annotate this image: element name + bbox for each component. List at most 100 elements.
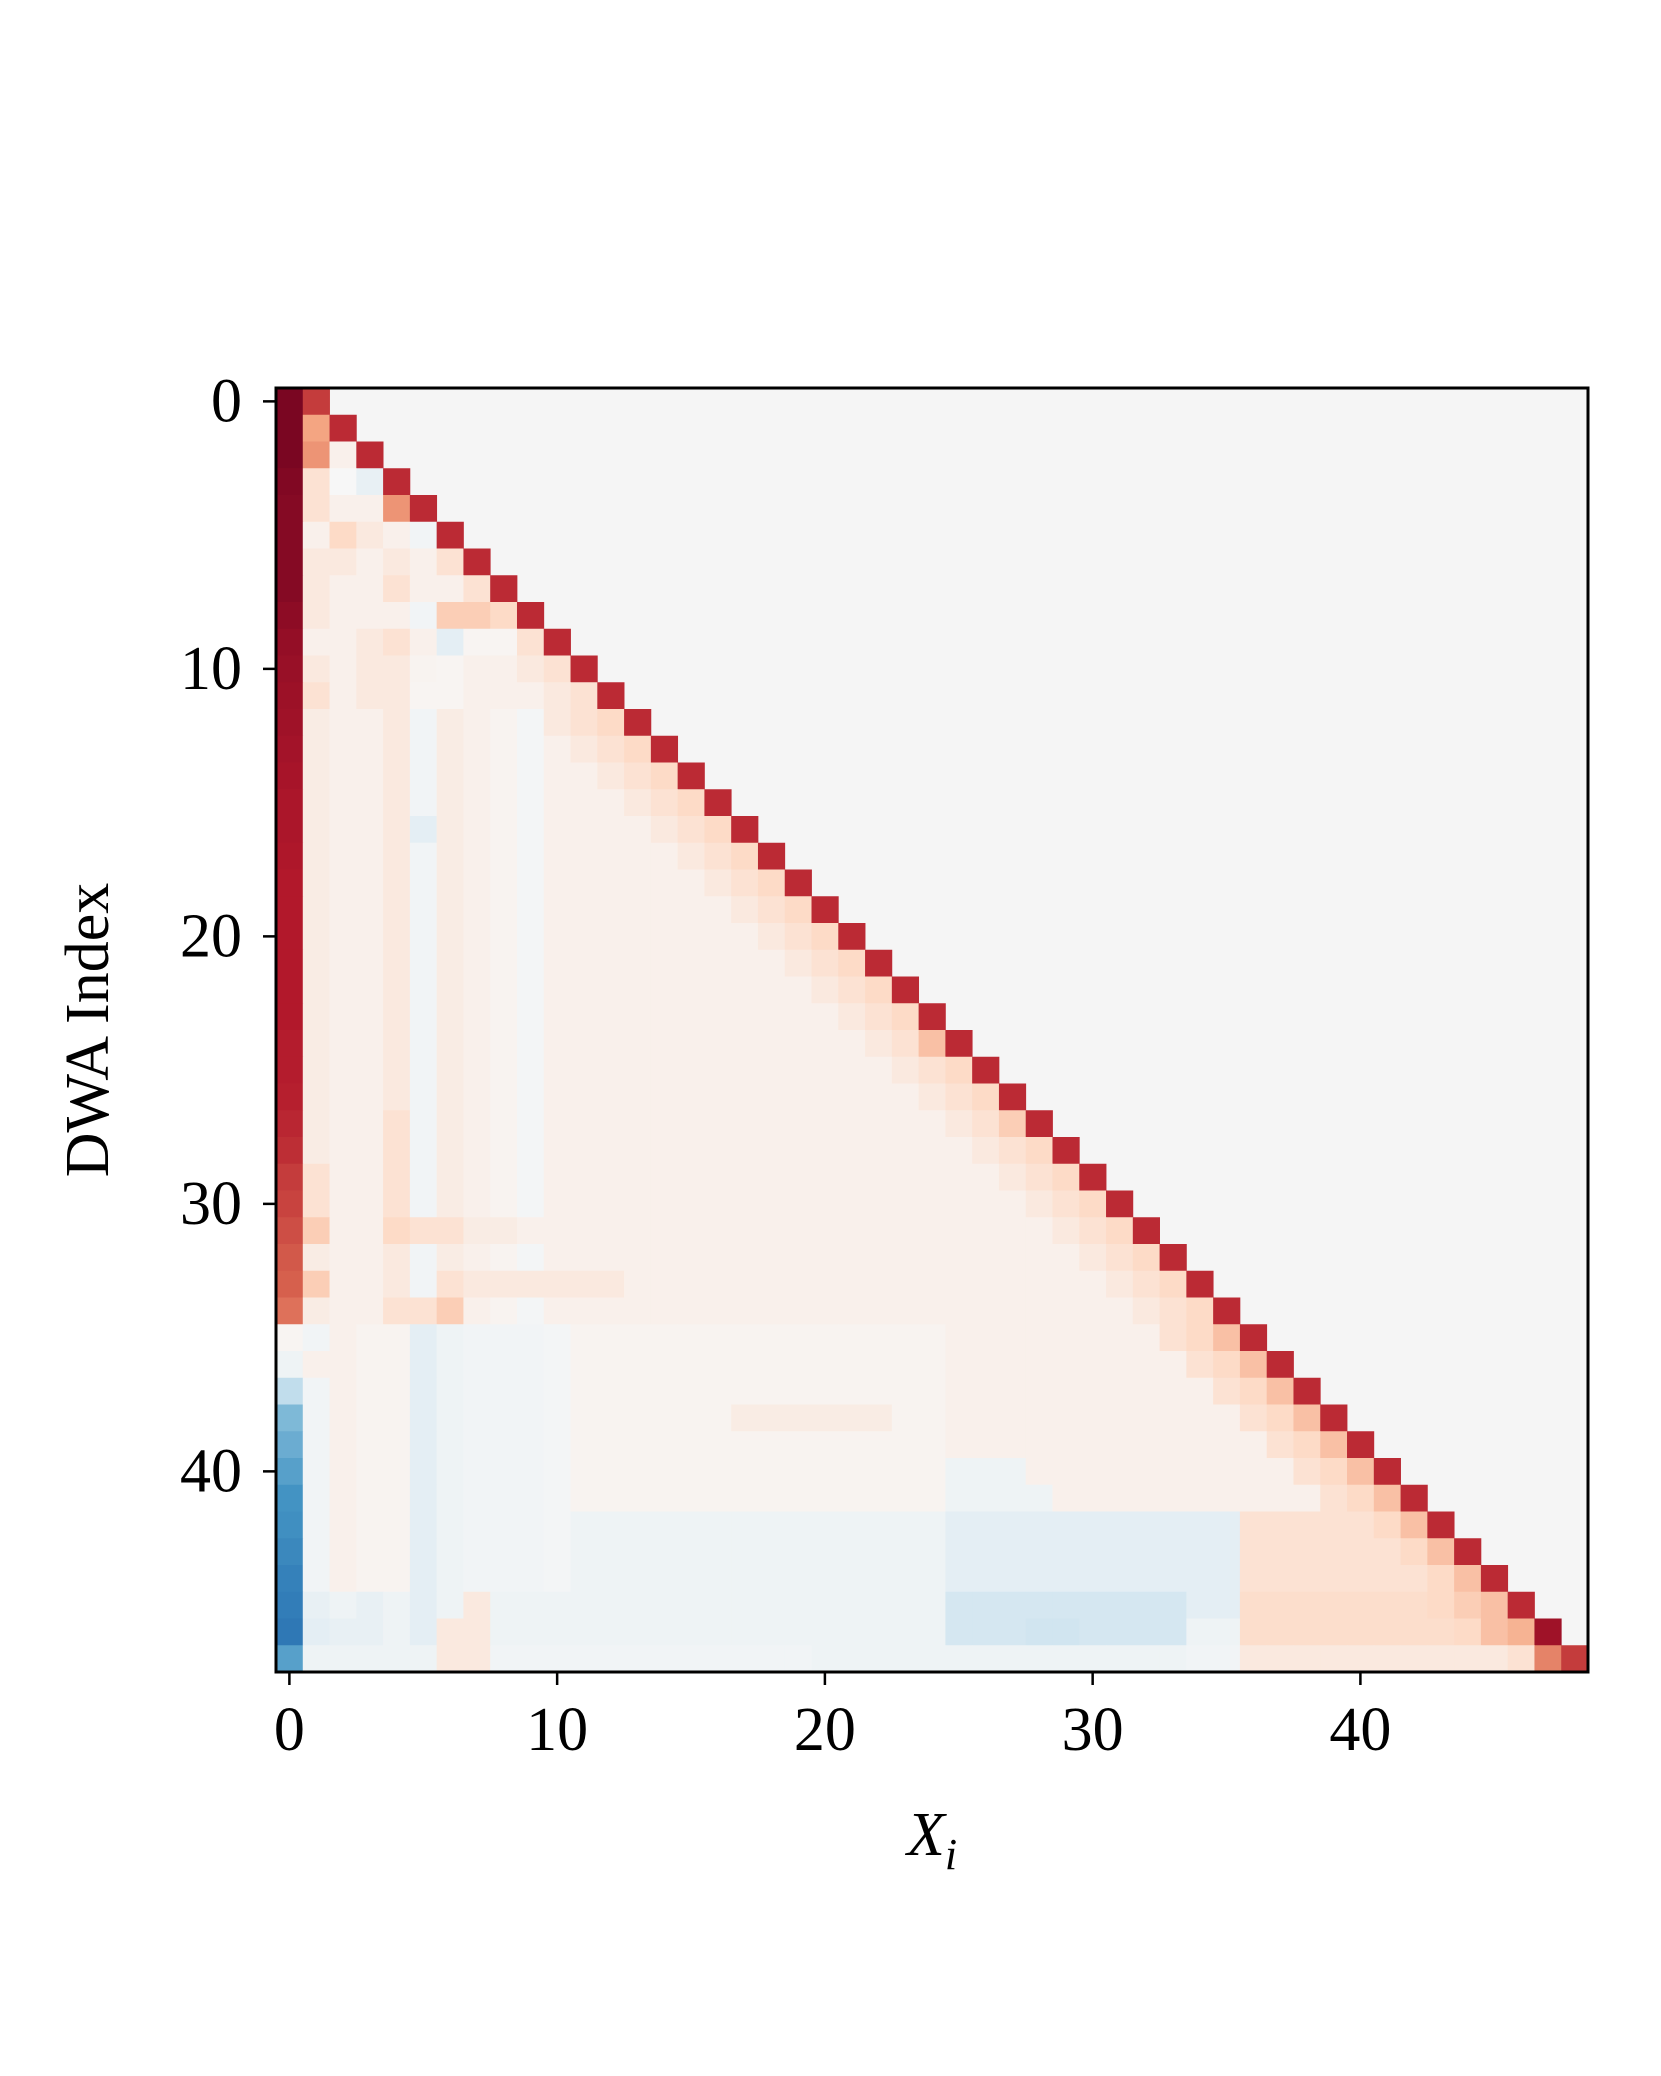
heatmap-cell	[891, 1618, 920, 1646]
heatmap-cell	[570, 1056, 598, 1084]
heatmap-cell	[302, 1270, 330, 1298]
heatmap-cell	[811, 1377, 839, 1405]
heatmap-cell	[677, 1538, 705, 1566]
heatmap-cell	[383, 1351, 411, 1379]
x-axis-label-base: X	[904, 1801, 947, 1869]
heatmap-cell	[704, 1083, 732, 1111]
heatmap-cell	[677, 976, 705, 1004]
heatmap-cell	[329, 1324, 357, 1352]
heatmap-cell	[356, 1618, 384, 1646]
heatmap-cell	[463, 1484, 491, 1512]
heatmap-cell	[1025, 1645, 1053, 1673]
heatmap-cell	[757, 1217, 786, 1245]
heatmap-cell	[329, 1003, 357, 1031]
heatmap-cell	[356, 1511, 384, 1539]
heatmap-cell	[731, 1377, 759, 1405]
heatmap-cell	[436, 1163, 464, 1191]
heatmap-cell	[1239, 1538, 1268, 1566]
heatmap-cell	[383, 1458, 411, 1486]
heatmap-cell	[1025, 1110, 1053, 1138]
heatmap-cell	[302, 575, 330, 603]
heatmap-cell	[463, 1217, 491, 1245]
heatmap-cell	[945, 1137, 973, 1165]
heatmap-cell	[784, 1511, 812, 1539]
heatmap-cell	[276, 1030, 304, 1058]
heatmap-cell	[1266, 1618, 1294, 1646]
heatmap-cell	[409, 1030, 438, 1058]
heatmap-cell	[383, 575, 411, 603]
heatmap-cell	[570, 923, 598, 951]
heatmap-cell	[1320, 1618, 1348, 1646]
heatmap-cell	[757, 1511, 786, 1539]
heatmap-cell	[409, 548, 438, 576]
heatmap-cell	[757, 1484, 786, 1512]
heatmap-cell	[650, 869, 679, 897]
heatmap-cell	[329, 896, 357, 924]
heatmap-cell	[1106, 1645, 1134, 1673]
heatmap-cell	[1239, 1618, 1268, 1646]
heatmap-cell	[1132, 1377, 1160, 1405]
heatmap-cell	[516, 682, 545, 710]
heatmap-cell	[276, 1351, 304, 1379]
heatmap-cell	[1266, 1591, 1294, 1619]
heatmap-cell	[302, 1217, 330, 1245]
heatmap-cell	[811, 1538, 839, 1566]
heatmap-cell	[302, 1377, 330, 1405]
heatmap-cell	[811, 1645, 839, 1673]
heatmap-cell	[543, 869, 571, 897]
heatmap-cell	[1507, 1645, 1535, 1673]
heatmap-cell	[624, 1270, 652, 1298]
heatmap-cell	[838, 1163, 866, 1191]
heatmap-cell	[516, 816, 545, 844]
heatmap-cell	[1186, 1618, 1214, 1646]
heatmap-cell	[1079, 1217, 1107, 1245]
heatmap-cell	[1239, 1377, 1268, 1405]
heatmap-cell	[650, 1217, 679, 1245]
heatmap-cell	[1320, 1511, 1348, 1539]
heatmap-cell	[784, 1591, 812, 1619]
heatmap-cell	[302, 521, 330, 549]
heatmap-cell	[811, 1324, 839, 1352]
heatmap-cell	[918, 1003, 946, 1031]
heatmap-cell	[302, 1565, 330, 1593]
heatmap-cell	[1373, 1565, 1401, 1593]
heatmap-cell	[1132, 1618, 1160, 1646]
heatmap-cell	[570, 1110, 598, 1138]
heatmap-cell	[945, 1377, 973, 1405]
heatmap-cell	[784, 1431, 812, 1459]
heatmap-cell	[543, 1565, 571, 1593]
heatmap-cell	[436, 1645, 464, 1673]
heatmap-cell	[276, 976, 304, 1004]
heatmap-cell	[650, 1351, 679, 1379]
heatmap-cell	[543, 816, 571, 844]
heatmap-cell	[463, 602, 491, 630]
heatmap-cell	[276, 923, 304, 951]
heatmap-cell	[838, 1404, 866, 1432]
heatmap-cell	[624, 1137, 652, 1165]
heatmap-cell	[597, 1511, 625, 1539]
heatmap-cell	[918, 1190, 946, 1218]
heatmap-cell	[757, 1297, 786, 1325]
heatmap-cell	[1213, 1645, 1241, 1673]
heatmap-cell	[891, 1056, 920, 1084]
heatmap-cell	[436, 1297, 464, 1325]
heatmap-cell	[516, 1217, 545, 1245]
heatmap-cell	[624, 1297, 652, 1325]
heatmap-cell	[704, 1484, 732, 1512]
heatmap-cell	[704, 789, 732, 817]
heatmap-cell	[677, 1137, 705, 1165]
heatmap-cell	[891, 1591, 920, 1619]
heatmap-cell	[329, 682, 357, 710]
heatmap-cell	[1106, 1618, 1134, 1646]
heatmap-cell	[972, 1511, 1000, 1539]
heatmap-cell	[1106, 1270, 1134, 1298]
heatmap-cell	[383, 1244, 411, 1272]
heatmap-cell	[276, 655, 304, 683]
heatmap-cell	[356, 1645, 384, 1673]
heatmap-cell	[329, 1190, 357, 1218]
heatmap-cell	[650, 1538, 679, 1566]
heatmap-cell	[677, 923, 705, 951]
heatmap-cell	[409, 1645, 438, 1673]
heatmap-cell	[1266, 1351, 1294, 1379]
heatmap-cell	[650, 1110, 679, 1138]
